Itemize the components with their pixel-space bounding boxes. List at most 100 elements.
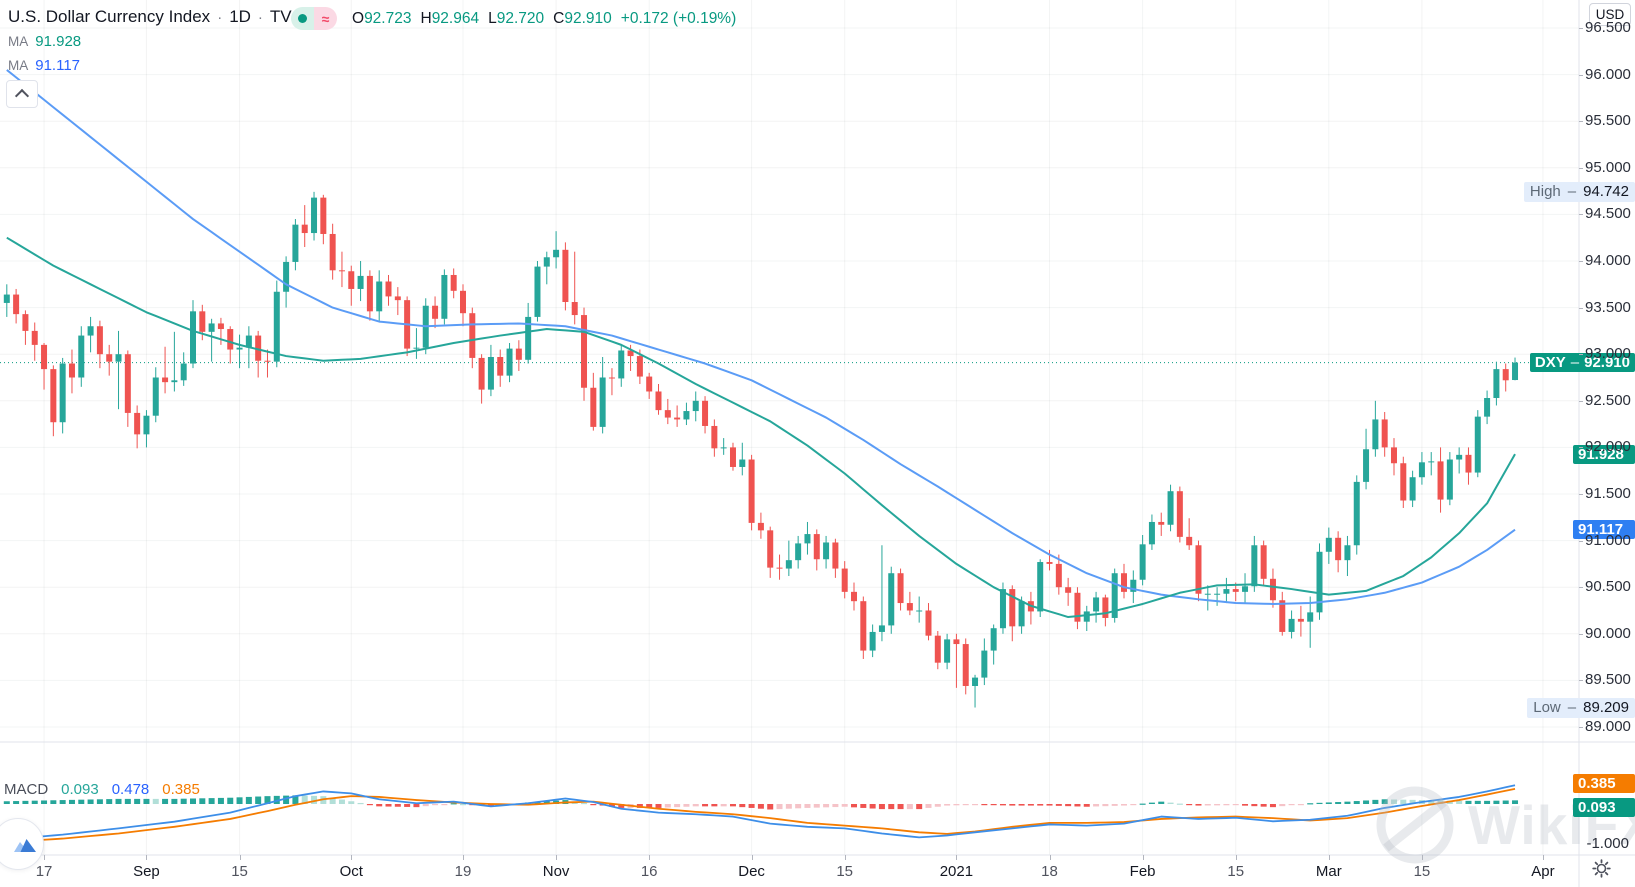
symbol-header[interactable]: U.S. Dollar Currency Index · 1D · TVC — [8, 7, 304, 27]
macd-histogram — [3, 795, 1519, 810]
approx-icon: ≈ — [321, 10, 330, 27]
macd-signal-line — [6, 787, 1516, 844]
currency-unit-button[interactable]: USD — [1589, 3, 1631, 26]
time-axis-label: 18 — [1041, 863, 1058, 880]
ma2-legend-row[interactable]: MA 91.117 — [8, 57, 80, 74]
price-axis-tick — [1579, 74, 1583, 76]
macd-line-value: 0.478 — [111, 781, 150, 798]
time-axis-tick — [462, 855, 464, 860]
time-axis-label: 15 — [1413, 863, 1431, 880]
time-axis-tick — [1542, 855, 1544, 860]
ma1-price-badge: 91.928 — [1573, 444, 1635, 464]
close-label: C — [553, 10, 565, 27]
ma2-price-badge: 91.117 — [1573, 520, 1635, 540]
collapse-legend-button[interactable] — [6, 80, 38, 108]
time-axis-label: Nov — [542, 863, 570, 880]
high-label: H — [420, 10, 432, 27]
high-marker-dash: – — [1567, 183, 1577, 201]
open-value: 92.723 — [364, 10, 412, 27]
range-low-marker: Low – 89.209 — [1527, 697, 1635, 718]
change-value: +0.172 (+0.19%) — [620, 10, 737, 27]
price-axis-tick — [1579, 540, 1583, 542]
ma2-value: 91.117 — [35, 57, 81, 74]
price-axis-tick — [1579, 633, 1583, 635]
time-axis-tick — [556, 855, 558, 860]
gear-icon — [1591, 858, 1611, 878]
low-marker-label: Low — [1533, 699, 1561, 717]
ma1-legend-row[interactable]: MA 91.928 — [8, 33, 81, 50]
time-axis-tick — [1235, 855, 1237, 860]
price-axis-tick — [1579, 680, 1583, 682]
price-axis-tick — [1579, 400, 1583, 402]
macd-axis-label: -1.000 — [1583, 835, 1629, 852]
symbol-title: U.S. Dollar Currency Index — [8, 7, 211, 26]
delayed-data-button[interactable]: ≈ — [314, 7, 337, 30]
range-high-marker: High – 94.742 — [1523, 181, 1635, 202]
price-axis-tick — [1579, 214, 1583, 216]
ma1-value: 91.928 — [35, 33, 82, 50]
time-axis-tick — [1049, 855, 1051, 860]
low-marker-value: 89.209 — [1583, 699, 1629, 717]
price-axis-tick — [1579, 121, 1583, 123]
ma1-badge-value: 91.928 — [1578, 445, 1624, 463]
ma1-line — [6, 236, 1516, 619]
area-chart-icon — [14, 839, 36, 852]
price-axis-tick — [1579, 727, 1583, 728]
high-marker-value: 94.742 — [1583, 183, 1629, 201]
separator-dot: · — [257, 8, 263, 26]
macd-legend-row[interactable]: MACD 0.093 0.478 0.385 — [4, 781, 200, 798]
time-axis-tick — [844, 855, 846, 860]
time-axis-tick — [44, 855, 46, 860]
price-axis-label: 94.500 — [1585, 205, 1631, 223]
open-label: O — [352, 10, 365, 27]
high-marker-label: High — [1529, 183, 1561, 201]
price-axis-label: 93.000 — [1585, 345, 1631, 363]
macd-signal-badge-value: 0.385 — [1578, 774, 1616, 792]
time-axis-tick — [239, 855, 241, 860]
ohlc-readout: O92.723 H92.964 L92.720 C92.910 +0.172 (… — [352, 10, 736, 28]
close-value: 92.910 — [564, 10, 612, 27]
ma2-badge-value: 91.117 — [1578, 521, 1624, 539]
low-value: 92.720 — [496, 10, 545, 27]
price-axis-label: 95.000 — [1585, 158, 1631, 176]
time-axis-label: 15 — [836, 863, 854, 880]
ma2-label: MA — [8, 58, 29, 73]
time-axis-label: 16 — [640, 863, 658, 880]
candles-layer — [3, 191, 1519, 708]
macd-hist-badge: 0.093 — [1573, 798, 1635, 818]
time-axis-tick — [146, 855, 148, 860]
time-axis-label: 2021 — [939, 863, 974, 880]
price-axis-label: 95.500 — [1585, 112, 1631, 130]
price-axis-label: 96.000 — [1585, 65, 1631, 83]
price-axis-label: 90.000 — [1585, 624, 1631, 642]
high-value: 92.964 — [431, 10, 480, 27]
price-axis-label: 91.500 — [1585, 485, 1631, 502]
time-axis-tick — [649, 855, 651, 860]
price-axis-label: 91.000 — [1585, 531, 1631, 549]
macd-signal-value: 0.385 — [162, 781, 200, 798]
price-axis-label: 92.500 — [1585, 391, 1631, 409]
macd-hist-badge-value: 0.093 — [1578, 799, 1616, 817]
macd-line — [6, 784, 1516, 841]
price-axis-label: 89.000 — [1585, 718, 1631, 735]
price-axis-tick — [1579, 307, 1583, 309]
macd-signal-badge: 0.385 — [1573, 773, 1635, 793]
macd-label: MACD — [4, 781, 49, 798]
time-axis-tick — [751, 855, 753, 860]
chevron-up-icon — [14, 88, 30, 104]
last-price-badge: DXY – 92.910 — [1529, 353, 1635, 373]
maximize-pane-button[interactable] — [0, 818, 44, 870]
time-axis-label: 17 — [35, 863, 53, 880]
price-axis-tick — [1579, 167, 1583, 169]
macd-axis-label-text: -1.000 — [1586, 835, 1629, 852]
market-status-button[interactable] — [291, 7, 314, 30]
price-axis-label: 94.000 — [1585, 252, 1631, 269]
price-axis-tick — [1579, 447, 1583, 449]
price-axis-label: 92.000 — [1585, 438, 1631, 456]
timezone-settings-button[interactable] — [1590, 857, 1612, 879]
price-axis-label: 90.500 — [1585, 578, 1631, 596]
time-axis-label: Oct — [339, 863, 363, 880]
price-axis-tick — [1579, 261, 1583, 262]
